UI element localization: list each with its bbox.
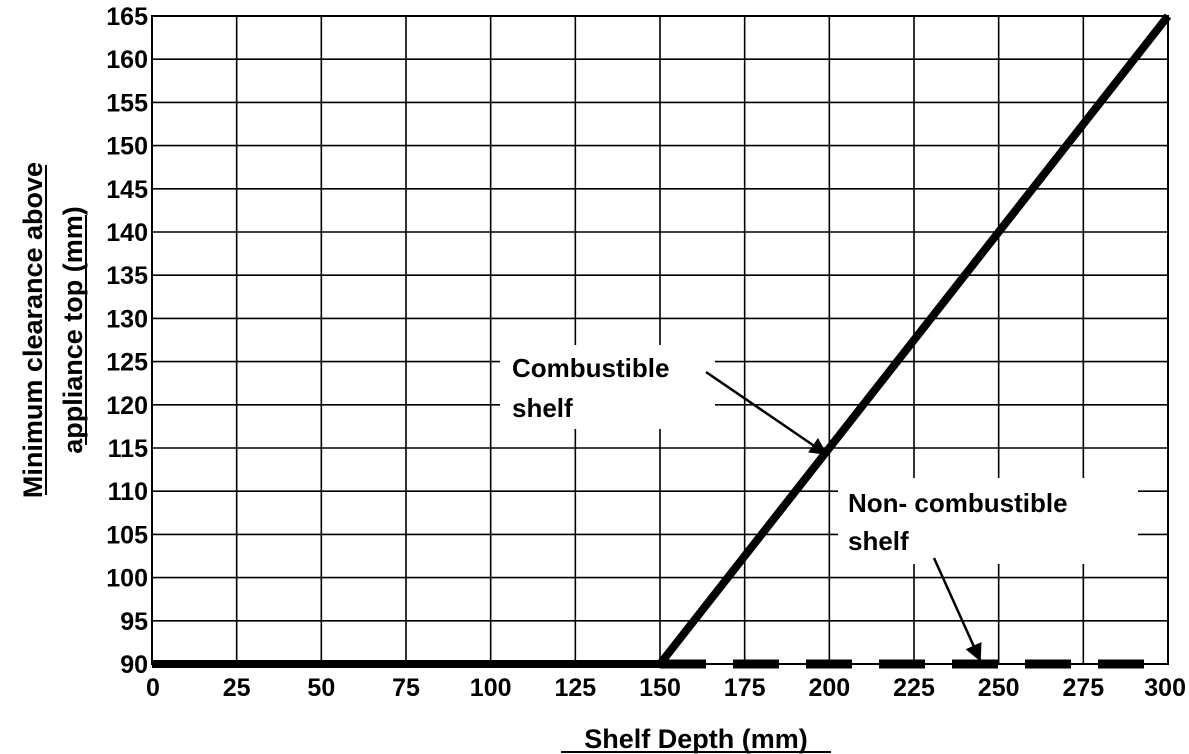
y-tick-label-10: 140 (106, 219, 148, 247)
x-tick-labels: 0 25 50 75 100 125 150 175 200 225 250 275 300 (146, 674, 1186, 702)
y-axis-title-line-2: appliance top (mm) (58, 206, 88, 454)
combustible-annotation-background (500, 345, 715, 429)
y-tick-label-3: 105 (106, 521, 148, 549)
y-tick-label-11: 145 (106, 176, 148, 204)
y-tick-labels: 90 95 100 105 110 115 120 125 130 135 140 145 150 155… (106, 3, 148, 679)
y-tick-label-2: 100 (106, 565, 148, 593)
non-combustible-annotation-background (838, 478, 1138, 564)
y-tick-label-1: 95 (120, 608, 148, 636)
y-tick-label-15: 165 (106, 3, 148, 31)
x-tick-label-10: 250 (978, 674, 1020, 702)
x-tick-label-6: 150 (639, 674, 681, 702)
x-tick-label-9: 225 (893, 674, 935, 702)
x-tick-label-8: 200 (808, 674, 850, 702)
combustible-annotation-line-2: shelf (512, 393, 573, 423)
y-tick-label-4: 110 (108, 478, 148, 506)
non-combustible-annotation-line-2: shelf (848, 526, 909, 556)
axis-titles: Shelf Depth (mm) Minimum clearance above… (18, 162, 831, 754)
y-tick-label-9: 135 (106, 262, 148, 290)
x-tick-label-0: 0 (146, 674, 160, 702)
annotations: Combustible shelf Non- combustible shelf (500, 345, 1138, 662)
x-tick-label-12: 300 (1144, 674, 1186, 702)
series-lines (152, 13, 1172, 669)
x-tick-label-3: 75 (392, 674, 420, 702)
x-tick-label-7: 175 (724, 674, 766, 702)
combustible-annotation-line-1: Combustible (512, 353, 669, 383)
y-tick-label-5: 115 (108, 435, 148, 463)
x-tick-label-4: 100 (470, 674, 512, 702)
y-tick-label-13: 155 (106, 89, 148, 117)
y-tick-label-7: 125 (106, 349, 148, 377)
x-tick-label-5: 125 (554, 674, 596, 702)
non-combustible-annotation-line-1: Non- combustible (848, 488, 1068, 518)
x-tick-label-1: 25 (223, 674, 251, 702)
x-tick-label-2: 50 (307, 674, 335, 702)
x-tick-label-11: 275 (1062, 674, 1104, 702)
non-combustible-arrow (932, 557, 982, 662)
x-axis-title: Shelf Depth (mm) (584, 724, 808, 754)
grid (151, 15, 1169, 665)
y-tick-label-14: 160 (106, 46, 148, 74)
y-tick-label-8: 130 (106, 305, 148, 333)
combustible-arrow (705, 370, 828, 456)
y-tick-label-12: 150 (106, 133, 148, 161)
y-tick-label-6: 120 (106, 392, 148, 420)
y-axis-title-line-1: Minimum clearance above (18, 162, 48, 498)
y-tick-label-0: 90 (120, 651, 148, 679)
